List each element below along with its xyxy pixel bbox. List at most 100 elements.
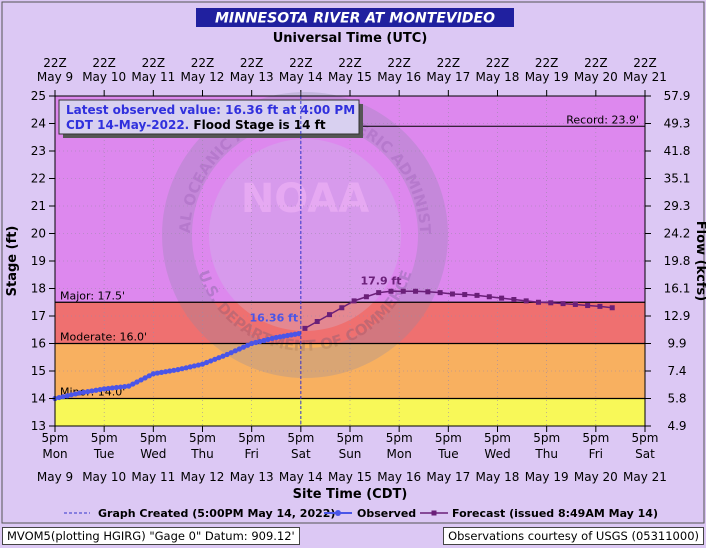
latest-value-label: 16.36 ft [249, 312, 298, 325]
top-tick-date: May 12 [181, 70, 225, 84]
left-tick-label: 16 [31, 337, 46, 351]
top-tick-time: 22Z [43, 56, 67, 70]
bottom-tick-day: Fri [245, 447, 259, 461]
forecast-point [314, 319, 320, 324]
right-tick-label: 12.9 [664, 309, 691, 323]
top-tick-time: 22Z [535, 56, 559, 70]
observed-point [126, 383, 132, 389]
observed-point [179, 366, 185, 372]
bottom-tick-time: 5pm [484, 431, 511, 445]
forecast-point [413, 288, 419, 294]
forecast-point [609, 305, 615, 311]
top-tick-time: 22Z [289, 56, 313, 70]
left-tick-label: 22 [31, 172, 46, 186]
observed-point [261, 337, 267, 344]
right-axis-title: Flow (kcfs) [693, 221, 706, 301]
observed-point [249, 340, 255, 347]
observed-point [60, 394, 66, 400]
forecast-point [363, 294, 369, 300]
bottom-tick-day: Sat [291, 447, 311, 461]
forecast-point [437, 290, 443, 296]
bottom-tick-date: May 9 [37, 470, 73, 484]
forecast-point [351, 298, 357, 304]
bottom-tick-date: May 12 [181, 470, 225, 484]
observed-point [163, 369, 169, 375]
observed-point [117, 384, 124, 390]
top-tick-date: May 9 [37, 70, 73, 84]
left-tick-label: 21 [31, 199, 46, 213]
observed-point [113, 384, 120, 391]
forecast-point [585, 303, 591, 309]
observed-point [269, 335, 275, 342]
bottom-tick-date: May 20 [574, 470, 618, 484]
right-tick-label: 29.3 [664, 199, 691, 213]
bottom-tick-day: Wed [484, 447, 510, 461]
left-tick-label: 15 [31, 364, 46, 378]
forecast-point [511, 297, 517, 302]
bottom-tick-time: 5pm [42, 431, 69, 445]
top-tick-date: May 10 [82, 70, 126, 84]
top-tick-date: May 15 [328, 70, 372, 84]
observed-point [81, 389, 87, 395]
forecast-point [339, 305, 345, 311]
observed-point [154, 370, 161, 376]
observed-point [212, 356, 218, 362]
bottom-tick-date: May 15 [328, 470, 372, 484]
forecast-point [462, 292, 468, 298]
info-box-line2: CDT 14-May-2022. Flood Stage is 14 ft [66, 118, 326, 132]
observed-point [187, 364, 193, 370]
bottom-tick-date: May 14 [279, 470, 323, 484]
observed-point [191, 363, 197, 369]
observed-point [216, 355, 222, 361]
observed-point [236, 346, 242, 352]
bottom-tick-time: 5pm [140, 431, 167, 445]
bottom-tick-date: May 21 [623, 470, 667, 484]
forecast-point [572, 301, 578, 307]
left-axis-title: Stage (ft) [5, 226, 20, 297]
footer-datum: MVOM5(plotting HGIRG) "Gage 0" Datum: 90… [2, 527, 300, 545]
left-tick-label: 23 [31, 144, 46, 158]
bottom-tick-time: 5pm [533, 431, 560, 445]
right-tick-label: 4.9 [667, 419, 686, 433]
bottom-tick-date: May 13 [230, 470, 274, 484]
legend-observed-label: Observed [357, 507, 416, 520]
bottom-tick-day: Thu [534, 447, 558, 461]
forecast-point [597, 303, 603, 309]
observed-point [199, 361, 206, 367]
observed-point [109, 385, 115, 391]
bottom-tick-time: 5pm [238, 431, 265, 445]
bottom-tick-day: Thu [190, 447, 214, 461]
observed-point [240, 344, 247, 350]
observed-point [232, 348, 238, 354]
bottom-tick-day: Wed [140, 447, 166, 461]
observed-point [195, 362, 202, 368]
bottom-tick-day: Sun [339, 447, 362, 461]
forecast-point [425, 289, 431, 295]
bottom-axis-ticks: 5pm Mon May 9 5pm Tue May 10 5pm Wed May 11 5pm Th… [37, 426, 667, 484]
forecast-point [548, 300, 554, 306]
observed-point [97, 386, 103, 393]
bottom-tick-date: May 10 [82, 470, 126, 484]
top-tick-time: 22Z [240, 56, 264, 70]
threshold-label-record: Record: 23.9' [566, 113, 639, 126]
chart-title: MINNESOTA RIVER AT MONTEVIDEO [215, 11, 495, 27]
right-tick-label: 24.2 [664, 227, 691, 241]
observed-point [89, 388, 95, 394]
left-tick-label: 14 [31, 392, 46, 406]
right-tick-label: 41.8 [664, 144, 691, 158]
bottom-tick-time: 5pm [632, 431, 659, 445]
bottom-tick-time: 5pm [386, 431, 413, 445]
right-tick-label: 16.1 [664, 282, 691, 296]
crest-label: 17.9 ft [360, 274, 401, 287]
observed-point [220, 353, 226, 359]
top-tick-time: 22Z [633, 56, 657, 70]
bottom-tick-day: Tue [93, 447, 115, 461]
grid-lines [55, 96, 645, 426]
right-tick-label: 19.8 [664, 254, 691, 268]
observed-point [72, 391, 79, 397]
bottom-tick-date: May 17 [426, 470, 470, 484]
observed-point [64, 393, 70, 399]
bottom-tick-time: 5pm [582, 431, 609, 445]
bottom-tick-time: 5pm [435, 431, 462, 445]
